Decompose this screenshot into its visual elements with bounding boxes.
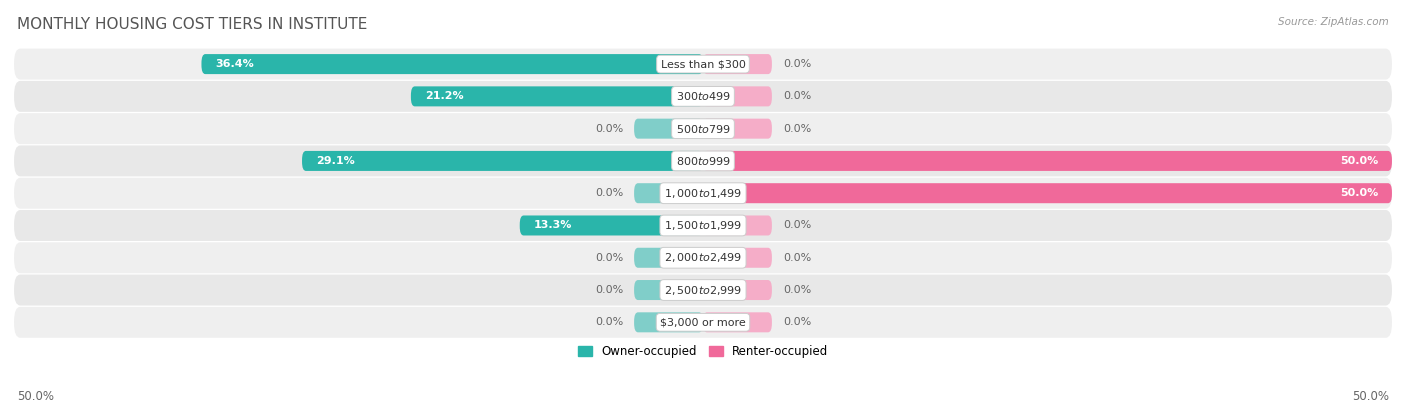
Text: $2,500 to $2,999: $2,500 to $2,999 (664, 283, 742, 297)
FancyBboxPatch shape (703, 215, 772, 235)
FancyBboxPatch shape (703, 280, 772, 300)
Text: 50.0%: 50.0% (1340, 156, 1378, 166)
FancyBboxPatch shape (703, 86, 772, 106)
Text: $3,000 or more: $3,000 or more (661, 317, 745, 327)
FancyBboxPatch shape (14, 113, 1392, 144)
Text: 0.0%: 0.0% (595, 124, 623, 134)
Text: 0.0%: 0.0% (783, 220, 811, 230)
Text: $500 to $799: $500 to $799 (675, 123, 731, 134)
FancyBboxPatch shape (14, 210, 1392, 241)
FancyBboxPatch shape (302, 151, 703, 171)
Text: 0.0%: 0.0% (783, 124, 811, 134)
FancyBboxPatch shape (703, 151, 1392, 171)
Text: 36.4%: 36.4% (215, 59, 254, 69)
Text: Less than $300: Less than $300 (661, 59, 745, 69)
FancyBboxPatch shape (634, 248, 703, 268)
Text: 0.0%: 0.0% (595, 317, 623, 327)
FancyBboxPatch shape (14, 49, 1392, 80)
FancyBboxPatch shape (703, 312, 772, 332)
FancyBboxPatch shape (703, 54, 772, 74)
Text: 50.0%: 50.0% (1340, 188, 1378, 198)
Text: 0.0%: 0.0% (783, 253, 811, 263)
FancyBboxPatch shape (14, 307, 1392, 338)
FancyBboxPatch shape (703, 119, 772, 139)
FancyBboxPatch shape (14, 275, 1392, 305)
Text: $1,000 to $1,499: $1,000 to $1,499 (664, 187, 742, 200)
FancyBboxPatch shape (520, 215, 703, 235)
FancyBboxPatch shape (201, 54, 703, 74)
Text: 50.0%: 50.0% (1353, 390, 1389, 403)
FancyBboxPatch shape (14, 81, 1392, 112)
FancyBboxPatch shape (634, 280, 703, 300)
FancyBboxPatch shape (703, 183, 1392, 203)
Legend: Owner-occupied, Renter-occupied: Owner-occupied, Renter-occupied (578, 345, 828, 358)
Text: $2,000 to $2,499: $2,000 to $2,499 (664, 251, 742, 264)
Text: $300 to $499: $300 to $499 (675, 90, 731, 103)
Text: 0.0%: 0.0% (783, 91, 811, 101)
Text: 13.3%: 13.3% (533, 220, 572, 230)
Text: 0.0%: 0.0% (783, 285, 811, 295)
Text: 0.0%: 0.0% (595, 285, 623, 295)
FancyBboxPatch shape (634, 183, 703, 203)
Text: 0.0%: 0.0% (595, 188, 623, 198)
Text: 0.0%: 0.0% (595, 253, 623, 263)
FancyBboxPatch shape (14, 178, 1392, 209)
FancyBboxPatch shape (634, 119, 703, 139)
Text: $1,500 to $1,999: $1,500 to $1,999 (664, 219, 742, 232)
Text: 0.0%: 0.0% (783, 59, 811, 69)
Text: 29.1%: 29.1% (316, 156, 354, 166)
FancyBboxPatch shape (14, 242, 1392, 273)
Text: MONTHLY HOUSING COST TIERS IN INSTITUTE: MONTHLY HOUSING COST TIERS IN INSTITUTE (17, 17, 367, 32)
Text: 50.0%: 50.0% (17, 390, 53, 403)
Text: Source: ZipAtlas.com: Source: ZipAtlas.com (1278, 17, 1389, 27)
Text: 0.0%: 0.0% (783, 317, 811, 327)
FancyBboxPatch shape (634, 312, 703, 332)
FancyBboxPatch shape (703, 248, 772, 268)
Text: 21.2%: 21.2% (425, 91, 464, 101)
FancyBboxPatch shape (14, 145, 1392, 176)
FancyBboxPatch shape (411, 86, 703, 106)
Text: $800 to $999: $800 to $999 (675, 155, 731, 167)
